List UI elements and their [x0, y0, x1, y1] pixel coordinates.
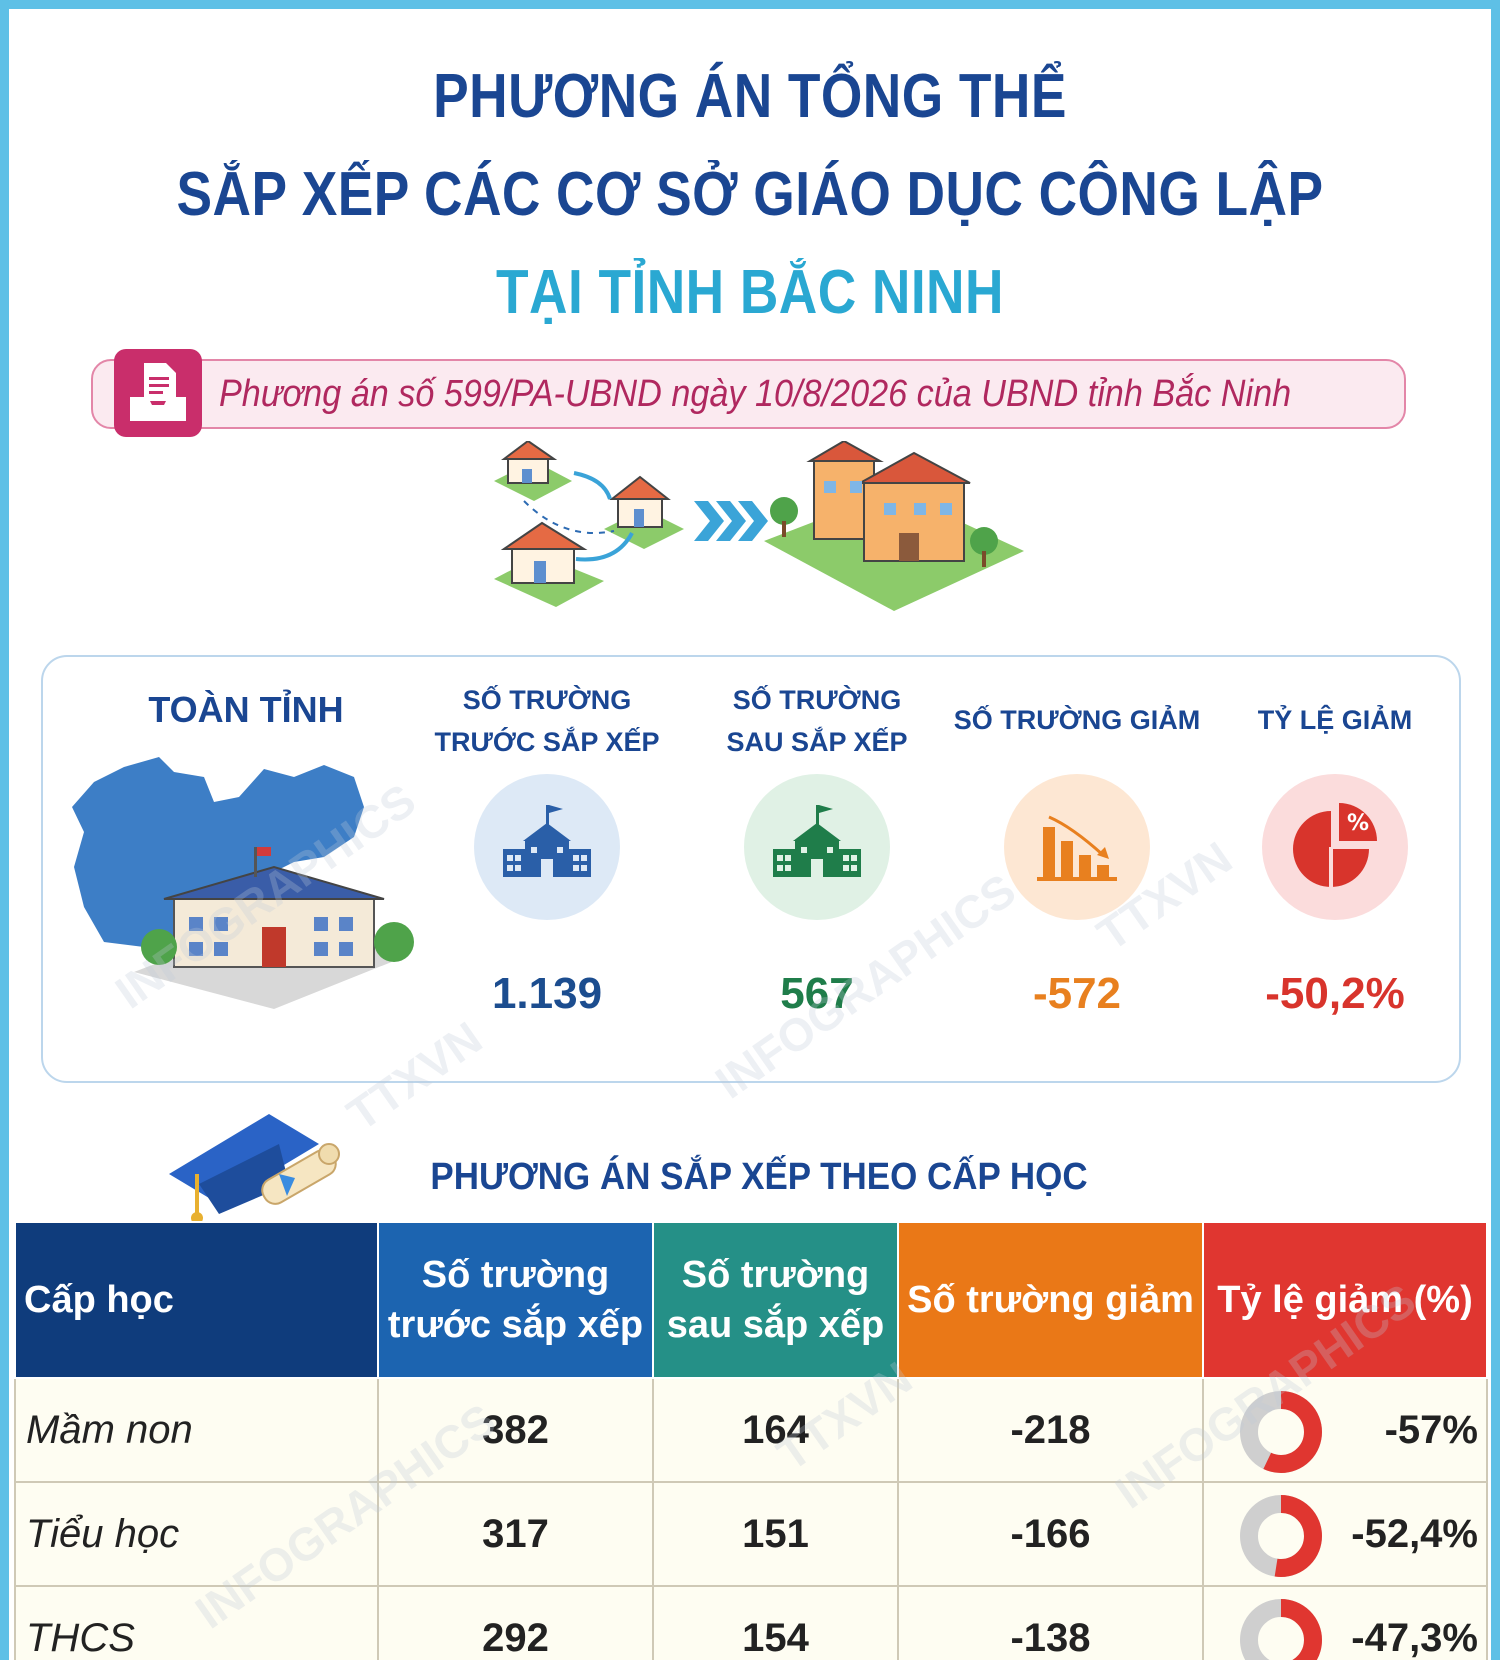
- header-before: Số trường trước sắp xếp: [377, 1221, 654, 1379]
- row-before: 317: [377, 1481, 654, 1587]
- row-drop: -166: [897, 1481, 1204, 1587]
- percent-pie-icon: %: [1293, 803, 1377, 887]
- row-drop: -138: [897, 1585, 1204, 1660]
- header-level-label: Cấp học: [24, 1279, 174, 1321]
- header-after-line1: Số trường: [681, 1254, 870, 1296]
- graduation-cap-diploma-illustration: [169, 1114, 340, 1224]
- table-row: THCS 292 154 -138 -47,3%: [14, 1585, 1488, 1660]
- svg-text:%: %: [1347, 811, 1369, 836]
- small-school-c: [494, 521, 604, 607]
- header-after-line2: sau sắp xếp: [666, 1304, 885, 1346]
- document-inbox-icon: [114, 349, 202, 437]
- stat-circle-before: [474, 774, 620, 920]
- school-icon: [773, 805, 861, 877]
- row-after: 164: [652, 1377, 899, 1483]
- stat-head-drop-line1: SỐ TRƯỜNG GIẢM: [953, 705, 1201, 735]
- row-rate-cell: -52,4%: [1202, 1481, 1488, 1587]
- table-row: Mầm non 382 164 -218 -57%: [14, 1377, 1488, 1483]
- level-section-title: PHƯƠNG ÁN SẮP XẾP THEO CẤP HỌC: [430, 1156, 1088, 1198]
- infographic-page: PHƯƠNG ÁN TỔNG THỂ SẮP XẾP CÁC CƠ SỞ GIÁ…: [9, 9, 1491, 1660]
- stat-head-rate: TỶ LỆ GIẢM: [1205, 699, 1465, 741]
- rate-donut-arc: [1240, 1391, 1322, 1473]
- level-table-header: Cấp học Số trường trước sắp xếp Số trườn…: [14, 1221, 1488, 1379]
- stat-head-after: SỐ TRƯỜNG SAU SẮP XẾP: [687, 679, 947, 763]
- province-label: TOÀN TỈNH: [148, 689, 344, 730]
- stat-circle-rate: %: [1262, 774, 1408, 920]
- row-level: Tiểu học: [14, 1481, 379, 1587]
- rate-donut: [1240, 1599, 1322, 1660]
- small-school-a: [494, 441, 572, 501]
- large-school: [764, 441, 1024, 611]
- header-level: Cấp học: [14, 1221, 379, 1379]
- table-row: Tiểu học 317 151 -166 -52,4%: [14, 1481, 1488, 1587]
- stat-value-drop: -572: [1032, 969, 1122, 1018]
- row-drop: -218: [897, 1377, 1204, 1483]
- header-before-line1: Số trường: [421, 1254, 610, 1296]
- stat-head-drop: SỐ TRƯỜNG GIẢM: [947, 699, 1207, 741]
- rate-donut: [1240, 1495, 1322, 1577]
- row-before: 292: [377, 1585, 654, 1660]
- stat-head-before-line1: SỐ TRƯỜNG: [462, 685, 632, 715]
- header-drop-label: Số trường giảm: [907, 1279, 1194, 1321]
- row-rate-cell: -57%: [1202, 1377, 1488, 1483]
- row-rate: -47,3%: [1351, 1615, 1478, 1660]
- header-after: Số trường sau sắp xếp: [652, 1221, 899, 1379]
- stat-value-rate: -50,2%: [1265, 969, 1405, 1018]
- province-map-illustration: [72, 757, 414, 1009]
- row-after: 154: [652, 1585, 899, 1660]
- title-line-2: SẮP XẾP CÁC CƠ SỞ GIÁO DỤC CÔNG LẬP: [176, 160, 1324, 229]
- header-drop: Số trường giảm: [897, 1221, 1204, 1379]
- stat-head-after-line1: SỐ TRƯỜNG: [732, 685, 902, 715]
- document-reference-text: Phương án số 599/PA-UBND ngày 10/8/2026 …: [219, 373, 1292, 415]
- row-rate-cell: -47,3%: [1202, 1585, 1488, 1660]
- row-rate: -57%: [1384, 1407, 1478, 1452]
- small-school-b: [604, 475, 684, 549]
- stat-head-before-line2: TRƯỚC SẮP XẾP: [434, 727, 660, 757]
- arrow-chevrons: [694, 501, 768, 541]
- header-before-line2: trước sắp xếp: [387, 1304, 644, 1346]
- document-banner: [91, 359, 1406, 429]
- stat-head-after-line2: SAU SẮP XẾP: [726, 727, 908, 757]
- stat-value-after: 567: [780, 969, 854, 1018]
- declining-bar-chart-icon: [1037, 815, 1117, 881]
- header-rate-label: Tỷ lệ giảm (%): [1217, 1279, 1473, 1321]
- level-table: Cấp học Số trường trước sắp xếp Số trườn…: [14, 1221, 1488, 1660]
- stat-circle-drop: [1004, 774, 1150, 920]
- rate-donut-arc: [1240, 1599, 1322, 1660]
- row-level: THCS: [14, 1585, 379, 1660]
- stat-value-before: 1.139: [491, 969, 603, 1018]
- header-rate: Tỷ lệ giảm (%): [1202, 1221, 1488, 1379]
- stat-head-before: SỐ TRƯỜNG TRƯỚC SẮP XẾP: [417, 679, 677, 763]
- school-icon: [503, 805, 591, 877]
- row-rate: -52,4%: [1351, 1511, 1478, 1556]
- rate-donut-arc: [1240, 1495, 1322, 1577]
- title-line-3: TẠI TỈNH BẮC NINH: [496, 258, 1004, 327]
- school-merge-illustration: [494, 441, 1024, 611]
- row-level: Mầm non: [14, 1377, 379, 1483]
- rate-donut: [1240, 1391, 1322, 1473]
- row-after: 151: [652, 1481, 899, 1587]
- title-line-1: PHƯƠNG ÁN TỔNG THỂ: [433, 62, 1067, 131]
- stat-head-rate-line1: TỶ LỆ GIẢM: [1257, 705, 1413, 735]
- stat-circle-after: [744, 774, 890, 920]
- row-before: 382: [377, 1377, 654, 1483]
